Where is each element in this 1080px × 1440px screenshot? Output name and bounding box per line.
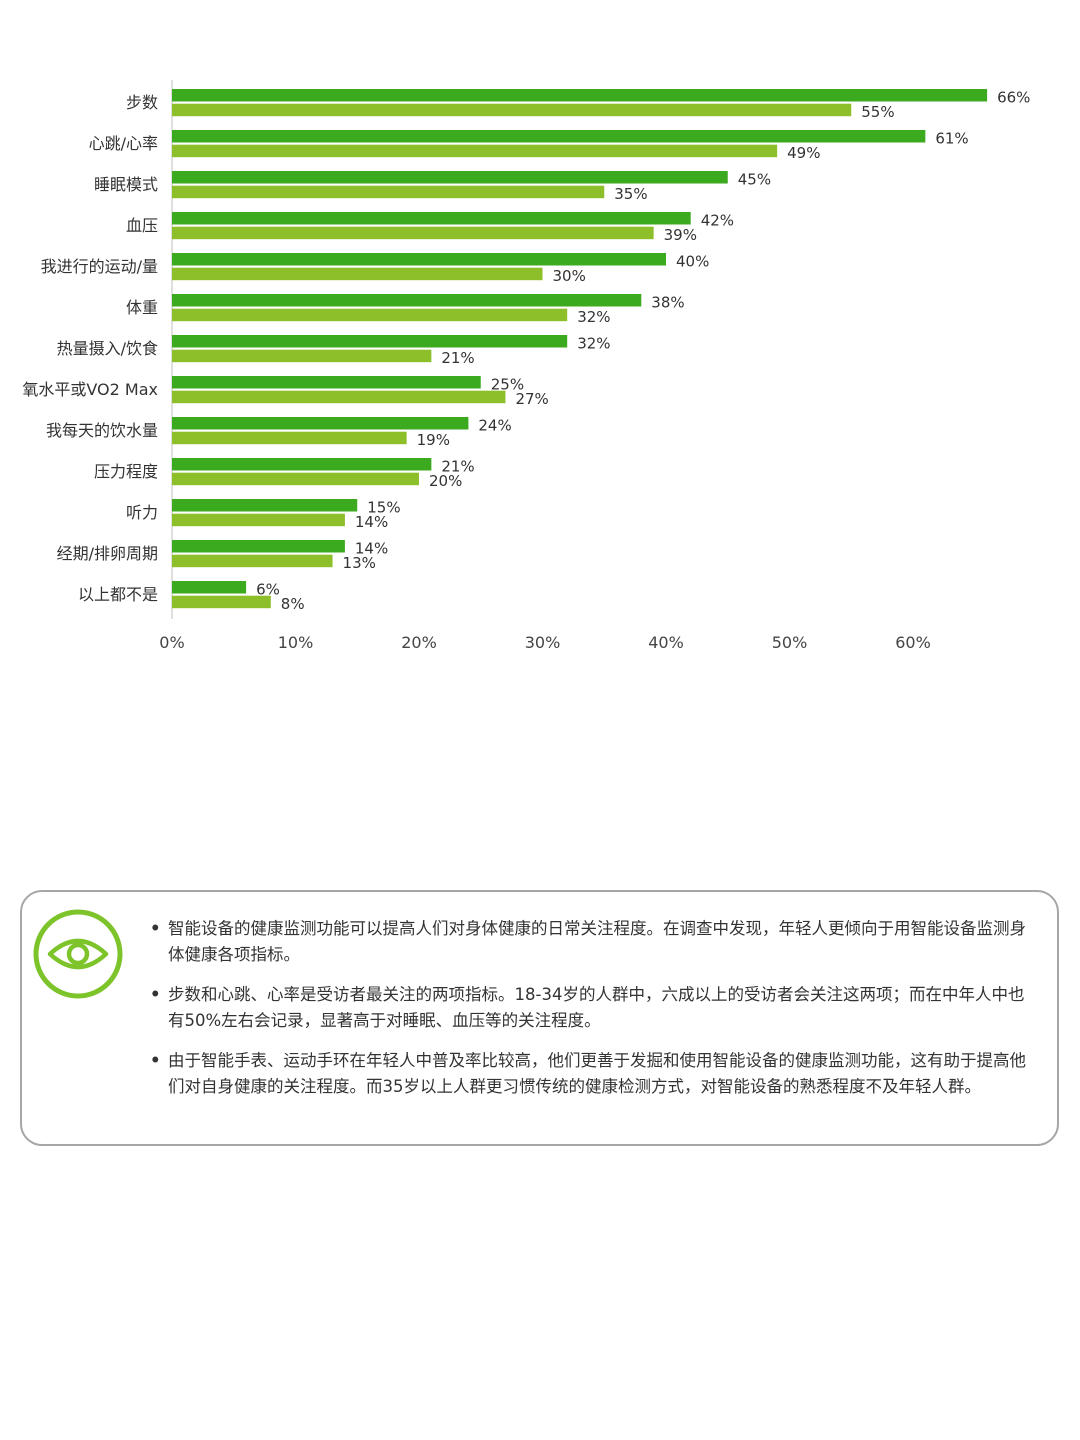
bar — [172, 499, 358, 512]
data-label: 66% — [997, 89, 1030, 107]
insight-list: 智能设备的健康监测功能可以提高人们对身体健康的日常关注程度。在调查中发现，年轻人… — [150, 916, 1030, 1114]
category-label: 血压 — [126, 216, 158, 235]
category-label: 心跳/心率 — [89, 134, 158, 153]
x-tick-label: 40% — [648, 633, 684, 652]
data-label: 49% — [787, 144, 820, 162]
data-label: 25% — [491, 376, 524, 394]
insight-bullet-1: 智能设备的健康监测功能可以提高人们对身体健康的日常关注程度。在调查中发现，年轻人… — [150, 916, 1030, 968]
data-label: 42% — [701, 212, 734, 230]
bar — [172, 212, 691, 225]
bar — [172, 185, 605, 199]
bar — [172, 376, 481, 389]
data-label: 21% — [441, 349, 474, 367]
data-label: 15% — [367, 499, 400, 517]
bar — [172, 144, 778, 158]
data-label: 14% — [355, 513, 388, 531]
bar — [172, 171, 728, 184]
data-label: 6% — [256, 581, 280, 599]
data-label: 40% — [676, 253, 709, 271]
category-label: 体重 — [126, 298, 158, 317]
bar — [172, 267, 543, 281]
data-label: 38% — [651, 294, 684, 312]
x-tick-label: 0% — [159, 633, 184, 652]
bar — [172, 89, 988, 102]
bar — [172, 458, 432, 471]
x-tick-label: 50% — [772, 633, 808, 652]
x-tick-label: 60% — [895, 633, 931, 652]
data-label: 27% — [515, 390, 548, 408]
bar — [172, 595, 271, 609]
category-label: 步数 — [126, 93, 158, 112]
data-label: 13% — [343, 554, 376, 572]
bar — [172, 513, 345, 527]
category-label: 氧水平或VO2 Max — [22, 380, 158, 399]
bar — [172, 472, 419, 486]
data-label: 32% — [577, 335, 610, 353]
data-label: 20% — [429, 472, 462, 490]
bar — [172, 554, 333, 568]
bar — [172, 308, 568, 322]
bar — [172, 417, 469, 430]
category-label: 我每天的饮水量 — [46, 421, 158, 440]
bar — [172, 431, 407, 445]
data-label: 21% — [441, 458, 474, 476]
data-label: 24% — [478, 417, 511, 435]
category-label: 以上都不是 — [78, 585, 158, 604]
category-label: 压力程度 — [94, 462, 158, 481]
data-label: 19% — [417, 431, 450, 449]
x-tick-label: 30% — [525, 633, 561, 652]
bar — [172, 103, 852, 117]
data-label: 14% — [355, 540, 388, 558]
category-label: 我进行的运动/量 — [41, 257, 158, 276]
bar — [172, 390, 506, 404]
bar — [172, 253, 666, 266]
data-label: 39% — [664, 226, 697, 244]
data-label: 32% — [577, 308, 610, 326]
category-label: 听力 — [126, 503, 158, 522]
x-tick-label: 20% — [401, 633, 437, 652]
bar — [172, 130, 926, 143]
bar — [172, 349, 432, 363]
bar — [172, 294, 642, 307]
category-label: 经期/排卵周期 — [57, 544, 158, 563]
bar — [172, 226, 654, 240]
insight-bullet-3: 由于智能手表、运动手环在年轻人中普及率比较高，他们更善于发掘和使用智能设备的健康… — [150, 1048, 1030, 1100]
eye-icon — [32, 908, 124, 1000]
insight-bullet-2: 步数和心跳、心率是受访者最关注的两项指标。18-34岁的人群中，六成以上的受访者… — [150, 982, 1030, 1034]
data-label: 30% — [553, 267, 586, 285]
category-label: 热量摄入/饮食 — [57, 339, 158, 358]
bar-chart: 步数 66% 55% 心跳/心率 61% 49% 睡眠模式 45% 35% 血压 42%39% 我进行… — [22, 80, 1030, 652]
bar — [172, 581, 247, 594]
bar — [172, 540, 345, 553]
data-label: 45% — [738, 171, 771, 189]
insight-box: 智能设备的健康监测功能可以提高人们对身体健康的日常关注程度。在调查中发现，年轻人… — [20, 890, 1059, 1146]
category-label: 睡眠模式 — [94, 175, 158, 194]
bar — [172, 335, 568, 348]
data-label: 55% — [861, 103, 894, 121]
x-tick-label: 10% — [278, 633, 314, 652]
data-label: 35% — [614, 185, 647, 203]
data-label: 8% — [281, 595, 305, 613]
data-label: 61% — [935, 130, 968, 148]
